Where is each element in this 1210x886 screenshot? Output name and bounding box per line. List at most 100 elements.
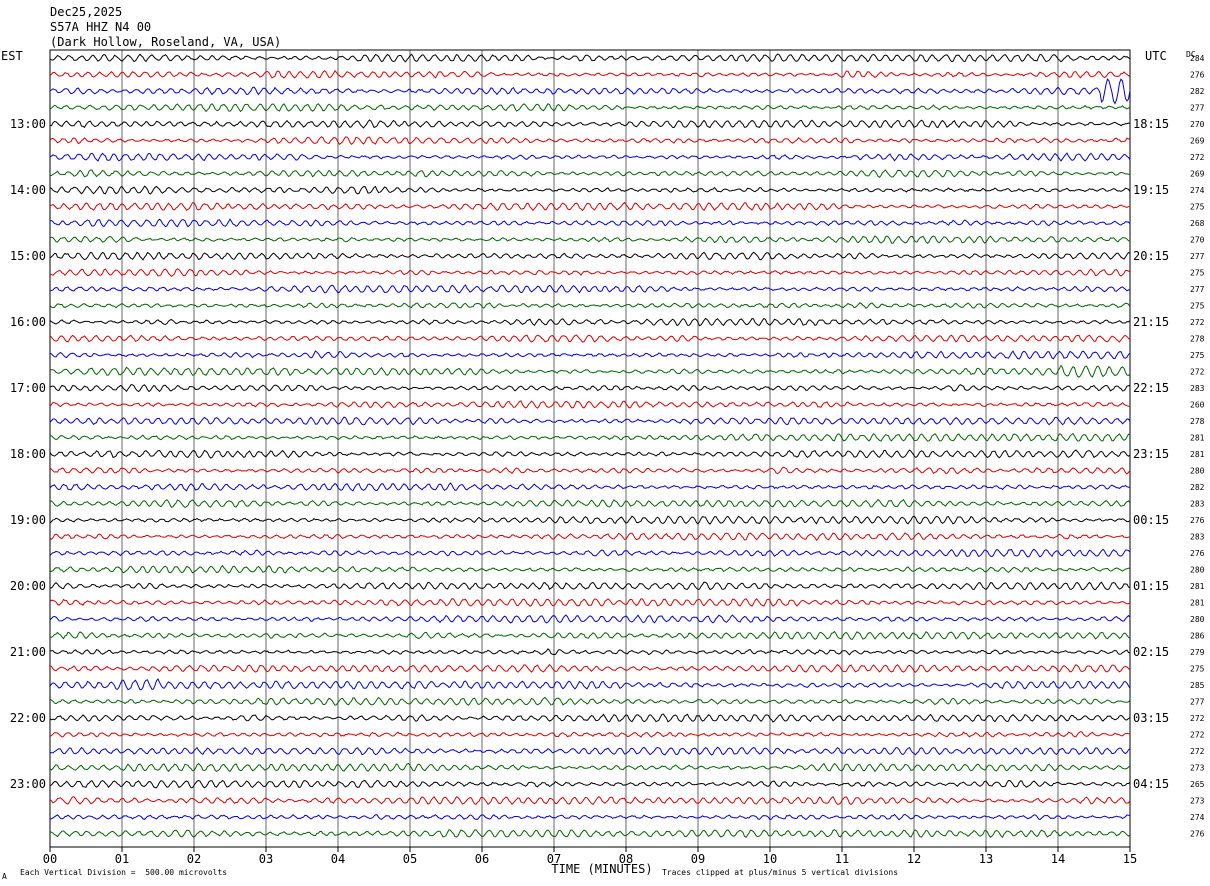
dc-offset-label: 276 — [1190, 549, 1205, 558]
seismic-trace — [49, 185, 1131, 195]
est-hour-label: 23:00 — [10, 777, 46, 791]
x-tick-label: 04 — [331, 852, 345, 866]
x-tick-label: 06 — [475, 852, 489, 866]
seismic-trace — [50, 169, 1131, 178]
dc-offset-label: 278 — [1190, 335, 1205, 344]
seismic-trace — [49, 746, 1131, 756]
utc-hour-label: 00:15 — [1133, 513, 1169, 527]
utc-hour-label: 22:15 — [1133, 381, 1169, 395]
utc-hour-label: 02:15 — [1133, 645, 1169, 659]
seismic-trace — [49, 350, 1131, 360]
dc-offset-label: 265 — [1190, 780, 1205, 789]
seismic-trace — [49, 53, 1131, 63]
traces — [49, 53, 1131, 839]
date-label: Dec25,2025 — [50, 5, 123, 19]
seismic-trace — [49, 201, 1130, 212]
seismic-trace — [49, 548, 1131, 558]
dc-offset-label: 277 — [1190, 252, 1205, 261]
dc-offset-label: 274 — [1190, 186, 1205, 195]
corner-mark: A — [2, 872, 7, 881]
utc-hour-label: 04:15 — [1133, 777, 1169, 791]
est-hour-label: 14:00 — [10, 183, 46, 197]
est-timezone-label: EST — [1, 49, 23, 63]
seismic-trace — [49, 762, 1131, 773]
dc-offset-label: 272 — [1190, 747, 1205, 756]
dc-offset-label: 281 — [1190, 450, 1205, 459]
seismic-trace — [50, 218, 1131, 228]
seismic-trace — [49, 449, 1131, 459]
dc-offset-label: 270 — [1190, 236, 1205, 245]
seismic-trace — [49, 663, 1131, 674]
seismic-trace — [49, 284, 1131, 294]
seismic-trace — [49, 598, 1131, 607]
x-tick-label: 00 — [43, 852, 57, 866]
vertical-division-note: Each Vertical Division = 500.00 microvol… — [20, 868, 228, 877]
x-tick-label: 11 — [835, 852, 849, 866]
seismic-trace — [49, 466, 1131, 475]
est-hour-label: 13:00 — [10, 117, 46, 131]
utc-hour-label: 20:15 — [1133, 249, 1169, 263]
dc-offset-label: 283 — [1190, 500, 1205, 509]
dc-offset-label: 274 — [1190, 813, 1205, 822]
seismic-trace — [49, 268, 1131, 278]
seismic-trace — [49, 829, 1131, 839]
seismic-trace — [49, 581, 1131, 591]
seismic-trace — [49, 251, 1131, 261]
seismic-trace — [49, 416, 1131, 426]
seismic-trace — [49, 813, 1131, 821]
seismic-trace — [49, 795, 1131, 806]
est-hour-label: 22:00 — [10, 711, 46, 725]
dc-offset-label: 276 — [1190, 830, 1205, 839]
dc-offset-label: 275 — [1190, 203, 1205, 212]
dc-offset-label: 272 — [1190, 153, 1205, 162]
seismic-trace — [49, 648, 1131, 656]
dc-offset-label: 280 — [1190, 566, 1205, 575]
dc-offset-label: 283 — [1190, 384, 1205, 393]
seismic-trace — [49, 482, 1131, 492]
dc-offset-label: 282 — [1190, 87, 1205, 96]
seismic-trace — [49, 384, 1131, 393]
seismic-trace — [49, 515, 1131, 525]
dc-offset-label: 278 — [1190, 417, 1205, 426]
dc-offset-label: 285 — [1190, 681, 1205, 690]
axis-labels: 00 01 02 03 04 05 06 07 08 09 10 11 12 13 14 15 284 276 28… — [10, 54, 1205, 866]
seismic-trace — [49, 334, 1131, 343]
dc-offset-label: 282 — [1190, 483, 1205, 492]
est-hour-label: 21:00 — [10, 645, 46, 659]
utc-hour-label: 19:15 — [1133, 183, 1169, 197]
seismic-trace — [49, 779, 1131, 789]
dc-offset-label: 273 — [1190, 764, 1205, 773]
dc-offset-label: 277 — [1190, 285, 1205, 294]
seismic-trace — [49, 235, 1130, 244]
location-label: (Dark Hollow, Roseland, VA, USA) — [50, 35, 282, 49]
seismic-trace — [49, 302, 1131, 309]
seismic-trace — [49, 498, 1131, 509]
seismic-trace — [49, 152, 1131, 162]
dc-offset-label: 276 — [1190, 516, 1205, 525]
dc-offset-label: 275 — [1190, 665, 1205, 674]
x-tick-label: 07 — [547, 852, 561, 866]
dc-offset-label: 272 — [1190, 318, 1205, 327]
dc-offset-label: 280 — [1190, 615, 1205, 624]
seismic-trace — [49, 678, 1131, 691]
dc-offset-label: 260 — [1190, 401, 1205, 410]
x-tick-label: 08 — [619, 852, 633, 866]
station-label: S57A HHZ N4 00 — [50, 20, 152, 34]
dc-offset-label: 281 — [1190, 582, 1205, 591]
seismic-trace — [49, 713, 1131, 723]
dc-offset-label: 269 — [1190, 170, 1205, 179]
seismic-trace — [49, 400, 1130, 409]
utc-hour-label: 18:15 — [1133, 117, 1169, 131]
est-hour-label: 18:00 — [10, 447, 46, 461]
utc-hour-label: 03:15 — [1133, 711, 1169, 725]
seismic-trace — [49, 69, 1131, 79]
seismic-trace — [50, 364, 1131, 378]
dc-offset-label: 277 — [1190, 104, 1205, 113]
dc-header-label: DC — [1186, 50, 1196, 59]
dc-offset-label: 276 — [1190, 71, 1205, 80]
utc-hour-label: 21:15 — [1133, 315, 1169, 329]
est-hour-label: 15:00 — [10, 249, 46, 263]
x-axis-title: TIME (MINUTES) — [551, 862, 652, 876]
x-tick-label: 02 — [187, 852, 201, 866]
dc-offset-label: 284 — [1190, 54, 1205, 63]
